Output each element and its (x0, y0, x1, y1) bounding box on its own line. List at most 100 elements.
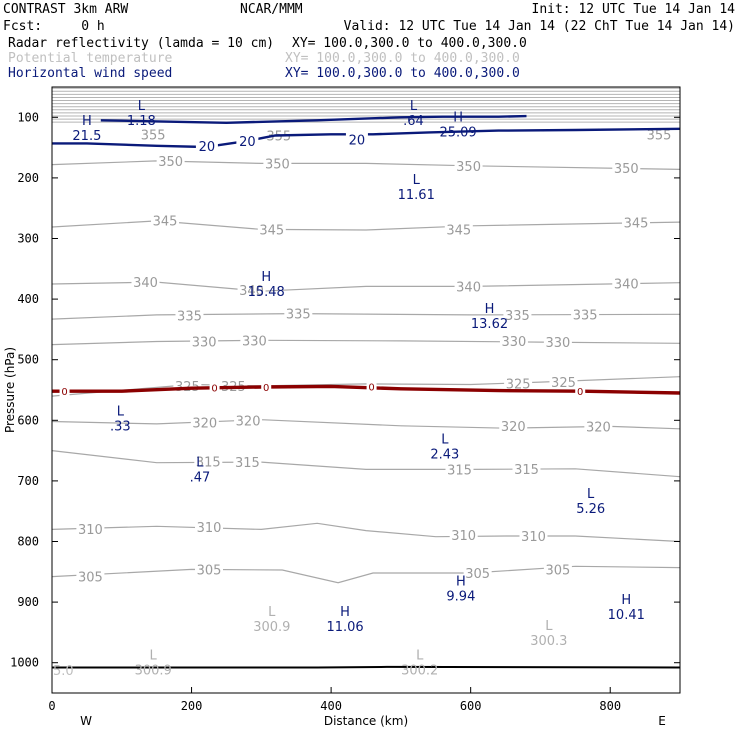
theta-label-bg (543, 562, 572, 577)
theta-label-bg (503, 307, 532, 322)
theta-label: 310 (78, 523, 103, 538)
theta-label: 340 (614, 277, 639, 292)
theta-label-bg (156, 153, 185, 168)
theta-label: 340 (133, 276, 158, 291)
theta-label: 345 (624, 217, 649, 232)
x-tick-label: 800 (599, 699, 621, 713)
extremum-value: .47 (190, 470, 211, 485)
reflectivity-label-bg (209, 381, 220, 394)
extremum-marker: H (456, 575, 466, 590)
reflectivity-contour-0 (52, 384, 681, 395)
theta-label: 350 (614, 162, 639, 177)
reflectivity-label-bg (261, 380, 272, 393)
theta-label-bg (543, 335, 572, 350)
theta-label-bg (612, 161, 641, 176)
theta-label-bg (195, 519, 223, 534)
wind-label-bg (236, 133, 259, 148)
theta-contour-350 (51, 160, 681, 170)
extremum-marker: L (117, 404, 125, 419)
extremum-value: .64 (403, 114, 424, 129)
reflectivity-label: 0 (577, 387, 583, 398)
theta-label-bg (504, 376, 533, 391)
extremum-value: 300.9 (253, 620, 290, 635)
valid-time: Valid: 12 UTC Tue 14 Jan 14 (22 ChT Tue … (344, 19, 735, 34)
wind-contour-20 (52, 127, 681, 149)
extremum-marker: L (268, 605, 276, 620)
wind-label: 20 (349, 134, 366, 149)
chart-header: CONTRAST 3km ARW NCAR/MMM Init: 12 UTC T… (3, 2, 735, 81)
theta-label: 335 (505, 309, 530, 324)
extremum-marker: L (196, 455, 204, 470)
theta-label: 315 (514, 463, 539, 478)
theta-label-bg (233, 455, 262, 470)
extremum-value: 11.06 (326, 620, 363, 635)
theta-label: 305 (78, 571, 103, 586)
theta-label: 330 (502, 335, 527, 350)
org-label: NCAR/MMM (240, 2, 303, 17)
theta-label: 325 (551, 376, 576, 391)
theta-label: 315 (235, 456, 260, 471)
init-time: Init: 12 UTC Tue 14 Jan 14 (532, 2, 736, 17)
reflectivity-contours: 0 0 0 0 0 (52, 380, 681, 398)
wind-label: 20 (199, 140, 216, 155)
west-label: W (80, 714, 92, 728)
theta-label: 340 (456, 280, 481, 295)
y-tick-label: 900 (17, 595, 39, 609)
theta-label: 305 (197, 563, 222, 578)
theta-label: 350 (158, 155, 183, 170)
wind-contour-20 (100, 114, 527, 125)
y-tick-label: 400 (17, 292, 39, 306)
wind-contours: 20 20 20 (52, 114, 681, 155)
theta-label: 315 (447, 463, 472, 478)
theta-contour-315 (51, 450, 681, 478)
y-tick-label: 100 (17, 110, 39, 124)
reflectivity-label-bg (575, 385, 586, 398)
theta-label-bg (512, 461, 541, 476)
theta-label: 330 (192, 336, 217, 351)
y-tick-label: 300 (17, 232, 39, 246)
theta-label: 320 (236, 414, 261, 429)
theta-contour-330 (51, 339, 681, 346)
plot-area: 355 355 355 350 350 350 350 345 345 345 345 340 340 3… (51, 87, 681, 679)
edge-label: 5.0 (53, 664, 74, 679)
extremum-value: 15.48 (248, 285, 285, 300)
field-name-wind: Horizontal wind speed (8, 66, 172, 81)
theta-label-bg (234, 413, 263, 428)
theta-label-bg (190, 334, 219, 349)
model-title: CONTRAST 3km ARW (3, 2, 128, 17)
surface-line: 5.0 (52, 664, 681, 679)
x-tick-label: 600 (460, 699, 482, 713)
theta-contour-310 (51, 522, 681, 543)
theta-label: 335 (573, 308, 598, 323)
extremum-value: 300.2 (401, 664, 438, 679)
theta-label-bg (622, 215, 651, 230)
y-tick-label: 1000 (10, 656, 39, 670)
extremum-value: 10.41 (608, 608, 645, 623)
theta-label-bg (463, 566, 492, 581)
extremum-value: 1.18 (127, 114, 156, 129)
theta-label-bg (263, 156, 292, 171)
theta-label-bg (571, 307, 600, 322)
wind-label: 20 (239, 135, 256, 150)
y-tick-label: 800 (17, 535, 39, 549)
theta-label-bg (195, 562, 223, 577)
theta-label: 350 (265, 157, 290, 172)
extremum-marker: L (413, 173, 421, 188)
x-tick-label: 200 (181, 699, 203, 713)
theta-label-bg (449, 527, 478, 542)
theta-label: 310 (197, 521, 222, 536)
extremum-marker: L (545, 619, 553, 634)
theta-contour-345 (51, 220, 681, 231)
theta-label-bg (190, 415, 219, 430)
theta-label: 310 (521, 530, 546, 545)
theta-label-bg (612, 276, 641, 291)
wind-label-bg (195, 138, 218, 153)
extremum-marker: L (410, 99, 418, 114)
field-xy-wind: XY= 100.0,300.0 to 400.0,300.0 (285, 66, 520, 81)
extremum-value: 13.62 (471, 317, 508, 332)
extremum-marker: L (416, 649, 424, 664)
theta-label: 335 (286, 308, 311, 323)
theta-label: 355 (266, 129, 291, 144)
theta-label: 305 (545, 563, 570, 578)
